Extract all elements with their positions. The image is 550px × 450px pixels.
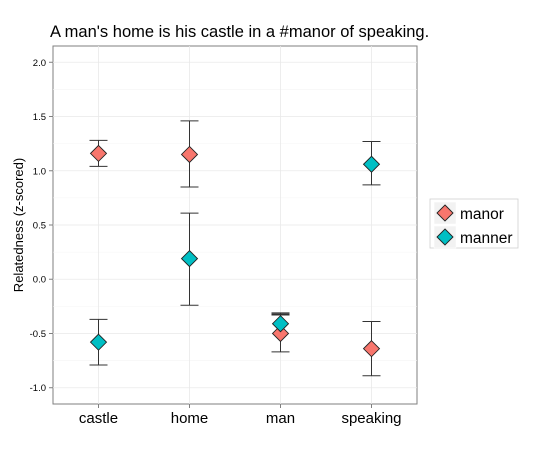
point-manor — [180, 145, 199, 164]
y-tick-label: -0.5 — [30, 329, 46, 340]
chart-title: A man's home is his castle in a #manor o… — [50, 23, 429, 41]
y-axis-label: Relatedness (z-scored) — [11, 158, 26, 292]
y-axis: 2.0 1.5 1.0 0.5 0.0 -0.5 -1.0 — [30, 58, 53, 394]
y-tick-label: -1.0 — [30, 383, 46, 394]
legend-label-manor: manor — [460, 206, 504, 223]
y-tick-label: 1.0 — [33, 166, 46, 177]
x-axis: castle home man speaking — [79, 404, 402, 427]
x-tick-label: home — [171, 410, 209, 427]
y-tick-label: 0.0 — [33, 275, 46, 286]
point-manner — [271, 315, 290, 333]
y-tick-label: 2.0 — [33, 58, 46, 69]
legend-key-manner — [436, 228, 454, 246]
legend-label-manner: manner — [460, 230, 513, 247]
legend: manor manner — [429, 198, 519, 249]
gridlines — [53, 46, 417, 404]
point-manner — [89, 333, 108, 351]
point-manner — [180, 249, 199, 268]
point-manor — [271, 324, 290, 343]
x-tick-label: castle — [79, 410, 118, 427]
data-points — [89, 144, 381, 358]
x-tick-label: speaking — [341, 410, 401, 427]
y-tick-label: 1.5 — [33, 112, 46, 123]
point-manner — [362, 155, 381, 173]
point-manor — [362, 340, 381, 358]
point-manor — [89, 144, 108, 163]
y-tick-label: 0.5 — [33, 221, 46, 232]
legend-key-manor — [436, 204, 454, 222]
x-tick-label: man — [266, 410, 295, 427]
